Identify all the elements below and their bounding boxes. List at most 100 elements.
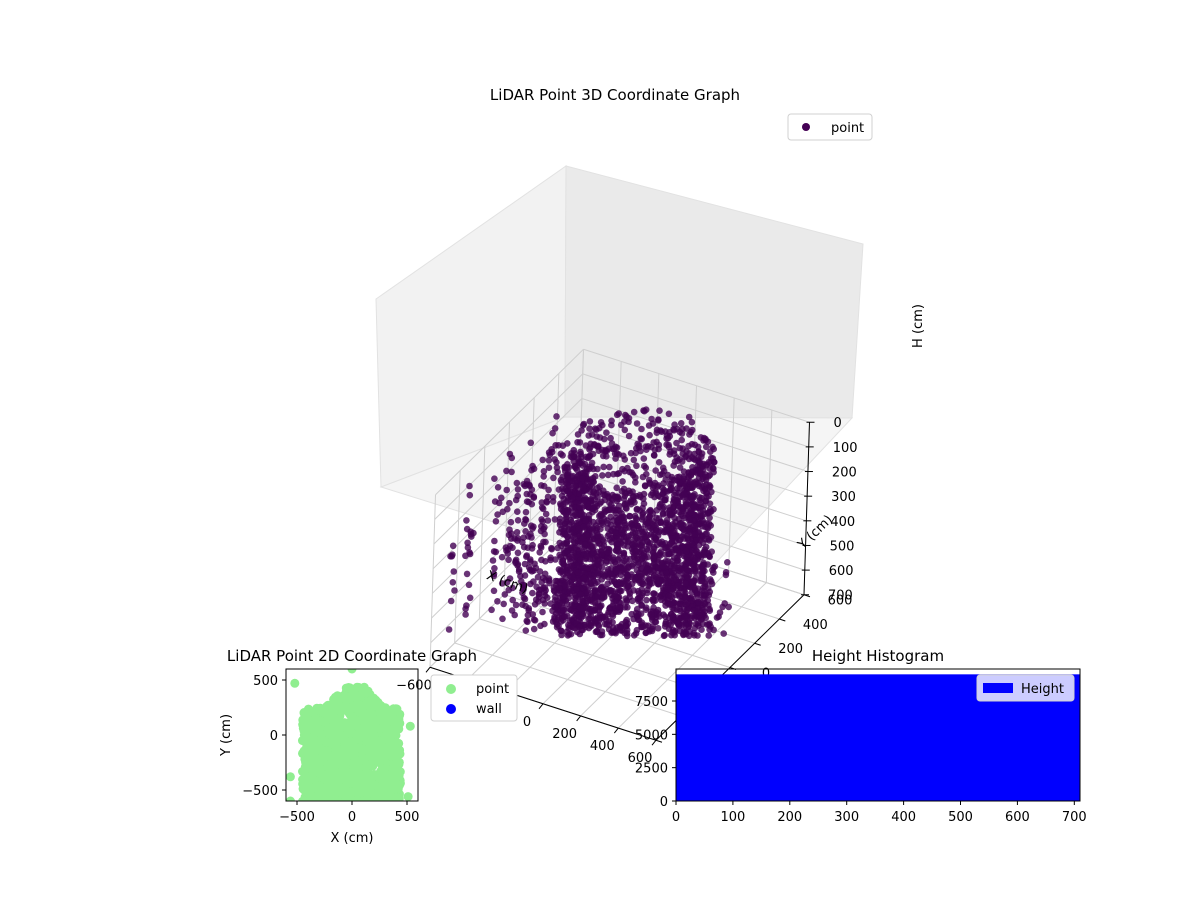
- legend-marker-wall-2d: [446, 704, 456, 714]
- z-tick-label-3d: 100: [833, 441, 858, 456]
- point-3d: [707, 589, 714, 596]
- y-axis-label-2d: Y (cm): [219, 714, 234, 757]
- x-tick-label-hist: 400: [891, 810, 916, 825]
- point-3d: [615, 524, 622, 531]
- point-3d: [462, 553, 469, 560]
- point-3d: [723, 572, 730, 579]
- point-3d: [647, 513, 654, 520]
- point-3d: [592, 617, 599, 624]
- point-3d: [689, 597, 696, 604]
- point-3d: [697, 609, 704, 616]
- point-3d: [634, 420, 641, 427]
- point-3d: [603, 429, 610, 436]
- point-3d: [570, 533, 577, 540]
- point-2d: [314, 706, 323, 715]
- point-3d: [700, 621, 707, 628]
- point-3d: [541, 589, 548, 596]
- point-3d: [656, 459, 663, 466]
- point-2d: [385, 770, 394, 779]
- point-3d: [466, 483, 473, 490]
- point-3d: [573, 586, 580, 593]
- point-3d: [451, 568, 458, 575]
- point-3d: [680, 474, 687, 481]
- point-3d: [548, 446, 555, 453]
- point-3d: [594, 549, 601, 556]
- point-3d: [587, 418, 594, 425]
- point-3d: [639, 535, 646, 542]
- point-3d: [640, 407, 647, 414]
- point-3d: [613, 547, 620, 554]
- point-3d: [587, 476, 594, 483]
- legend-label-point: point: [831, 121, 864, 136]
- point-3d: [633, 463, 640, 470]
- point-3d: [678, 420, 685, 427]
- x-tick-label-hist: 100: [720, 810, 745, 825]
- point-3d: [646, 477, 653, 484]
- point-3d: [706, 553, 713, 560]
- point-3d: [561, 525, 568, 532]
- point-3d: [630, 493, 637, 500]
- point-3d: [462, 606, 469, 613]
- point-3d: [628, 521, 635, 528]
- point-3d: [583, 583, 590, 590]
- point-3d: [466, 582, 473, 589]
- point-3d: [551, 456, 558, 463]
- point-3d: [614, 412, 621, 419]
- point-3d: [648, 416, 655, 423]
- point-3d: [683, 548, 690, 555]
- point-3d: [519, 539, 526, 546]
- point-3d: [504, 506, 511, 513]
- point-3d: [594, 466, 601, 473]
- point-3d: [657, 527, 664, 534]
- point-2d: [346, 779, 355, 788]
- point-3d: [580, 484, 587, 491]
- point-3d: [650, 534, 657, 541]
- point-2d: [338, 734, 347, 743]
- point-3d: [613, 515, 620, 522]
- point-2d: [394, 760, 403, 769]
- point-3d: [643, 446, 650, 453]
- point-3d: [568, 544, 575, 551]
- legend-marker-height: [983, 683, 1013, 693]
- point-3d: [513, 602, 520, 609]
- point-3d: [607, 514, 614, 521]
- point-3d: [683, 425, 690, 432]
- point-3d: [554, 598, 561, 605]
- point-3d: [562, 613, 569, 620]
- point-3d: [591, 607, 598, 614]
- point-2d: [350, 742, 359, 751]
- point-3d: [450, 543, 457, 550]
- point-2d: [309, 761, 318, 770]
- point-2d: [333, 788, 342, 797]
- point-3d: [565, 507, 572, 514]
- point-3d: [642, 630, 649, 637]
- point-2d: [382, 731, 391, 740]
- point-3d: [692, 587, 699, 594]
- point-3d: [698, 626, 705, 633]
- point-3d: [502, 591, 509, 598]
- point-3d: [582, 541, 589, 548]
- point-3d: [582, 461, 589, 468]
- point-3d: [548, 545, 555, 552]
- point-3d: [673, 454, 680, 461]
- point-3d: [515, 486, 522, 493]
- point-3d: [639, 505, 646, 512]
- point-3d: [590, 543, 597, 550]
- point-3d: [696, 529, 703, 536]
- chart-3d-title: LiDAR Point 3D Coordinate Graph: [490, 86, 740, 104]
- point-3d: [686, 450, 693, 457]
- point-3d: [666, 614, 673, 621]
- point-2d: [369, 750, 378, 759]
- point-3d: [451, 587, 458, 594]
- point-3d: [614, 444, 621, 451]
- point-3d: [666, 411, 673, 418]
- point-3d: [577, 439, 584, 446]
- point-2d: [371, 696, 380, 705]
- point-3d: [631, 409, 638, 416]
- point-3d: [552, 604, 559, 611]
- point-3d: [652, 480, 659, 487]
- point-3d: [699, 513, 706, 520]
- point-3d: [554, 545, 561, 552]
- point-3d: [706, 482, 713, 489]
- point-2d: [290, 679, 299, 688]
